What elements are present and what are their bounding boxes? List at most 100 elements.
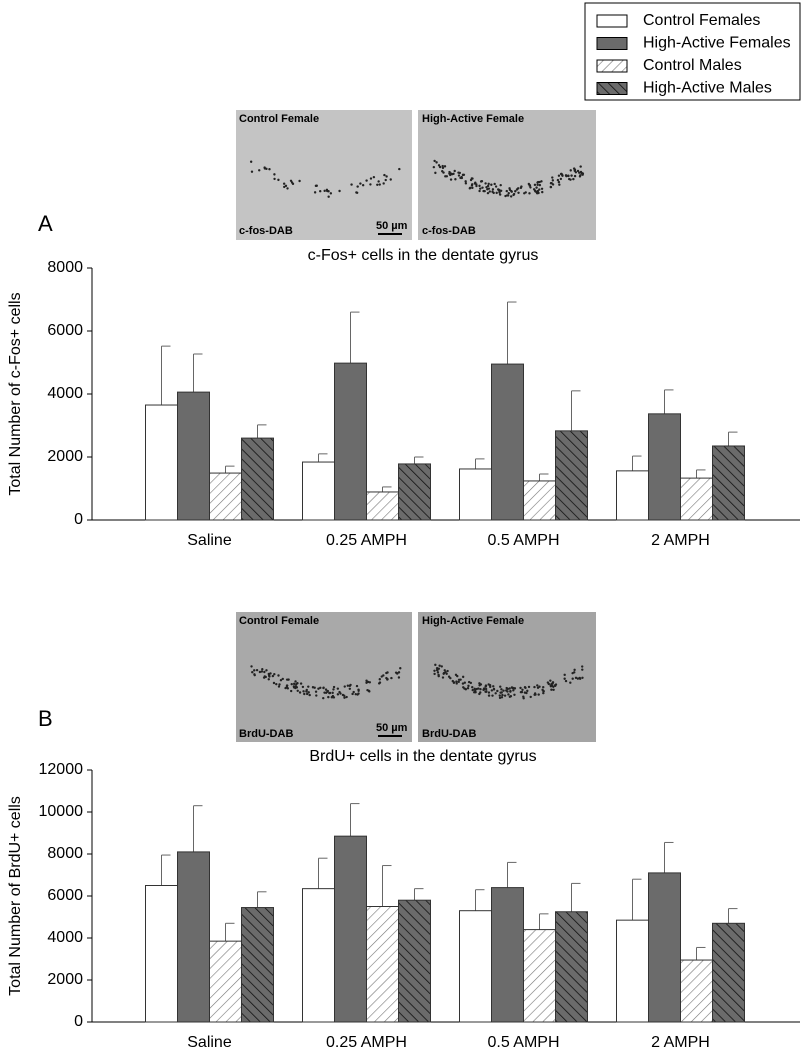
cell-dot (441, 166, 445, 170)
cell-dot (471, 688, 474, 692)
cell-dot (491, 188, 495, 191)
cell-dot (498, 193, 502, 196)
cell-dot (326, 690, 329, 693)
cell-dot (458, 171, 462, 175)
cell-dot (258, 169, 261, 172)
cell-dot (579, 165, 582, 168)
cell-dot (550, 688, 553, 691)
micrograph-panel: Control Female c-fos-DAB 50 µm High-Acti… (236, 110, 596, 240)
cell-dot (303, 692, 306, 696)
cell-dot (255, 668, 259, 672)
cell-dot (272, 681, 276, 685)
cell-dot (541, 190, 544, 194)
cell-dot (496, 689, 499, 693)
cell-dot (467, 684, 470, 688)
cell-dot (579, 174, 582, 177)
cell-dot (464, 182, 468, 185)
cell-dot (570, 174, 573, 177)
cell-dot (327, 195, 330, 198)
cell-dot (449, 178, 453, 181)
cell-dot (268, 167, 271, 171)
cell-dot (492, 191, 495, 195)
scale-label: 50 µm (376, 220, 408, 232)
cell-dot (507, 192, 510, 195)
bar (302, 461, 335, 521)
cell-dot (568, 177, 571, 181)
cell-dot (498, 694, 501, 697)
cell-dot (551, 176, 554, 179)
chart-title: c-Fos+ cells in the dentate gyrus (308, 247, 539, 264)
bar (555, 911, 588, 1023)
cell-dot (295, 683, 298, 686)
cell-dot (452, 681, 456, 684)
cell-dot (390, 676, 393, 680)
cell-dot (301, 685, 305, 689)
cell-dot (484, 685, 487, 688)
cell-dot (286, 687, 290, 690)
cell-dot (273, 672, 276, 676)
cell-dot (471, 186, 474, 190)
cell-dot (462, 173, 466, 176)
cell-dot (346, 684, 350, 687)
bar (523, 480, 556, 521)
cell-dot (572, 177, 575, 181)
x-tick-label: Saline (187, 532, 232, 549)
bar (177, 391, 210, 521)
cell-dot (441, 170, 444, 173)
cell-dot (285, 684, 289, 687)
cell-dot (440, 665, 443, 668)
cell-dot (265, 669, 268, 672)
cell-dot (313, 191, 317, 194)
cell-dot (534, 190, 537, 193)
cell-dot (444, 670, 447, 674)
cell-dot (279, 678, 283, 682)
cell-dot (499, 183, 502, 187)
cell-dot (432, 165, 436, 169)
x-tick-label: Saline (187, 1034, 232, 1050)
cell-dot (459, 678, 462, 681)
cell-dot (508, 695, 512, 698)
cell-dot (478, 189, 481, 193)
cell-dot (454, 673, 458, 677)
bar (648, 413, 681, 521)
cell-dot (283, 185, 286, 189)
cell-dot (345, 695, 348, 699)
cell-dot (468, 187, 471, 190)
cell-dot (526, 689, 529, 693)
cell-dot (578, 677, 582, 680)
cell-dot (253, 669, 256, 672)
cell-dot (386, 678, 389, 681)
cell-dot (512, 192, 516, 196)
cell-dot (322, 696, 325, 700)
cell-dot (281, 677, 284, 681)
cell-dot (533, 685, 536, 689)
bar (366, 906, 399, 1023)
bar (302, 888, 335, 1023)
cell-dot (492, 687, 496, 691)
cell-dot (500, 696, 504, 699)
cell-dot (538, 188, 541, 191)
cell-dot (469, 178, 473, 182)
cell-dot (464, 180, 467, 183)
cell-dot (384, 178, 387, 182)
cell-dot (290, 682, 293, 686)
cell-dot (571, 671, 574, 675)
bar (398, 463, 431, 521)
cell-dot (483, 189, 486, 193)
cell-dot (486, 191, 490, 195)
cell-dot (307, 685, 310, 688)
cell-dot (481, 186, 484, 189)
cell-dot (475, 184, 478, 188)
cell-dot (314, 690, 318, 693)
cell-dot (569, 681, 572, 684)
cell-dot (571, 677, 574, 680)
cell-dot (484, 182, 487, 185)
bar (616, 919, 649, 1023)
cell-dot (305, 690, 308, 693)
cell-dot (453, 169, 456, 173)
bar (145, 885, 178, 1023)
cell-dot (581, 668, 584, 671)
cell-dot (435, 161, 438, 164)
cell-dot (475, 687, 478, 691)
bar (616, 470, 649, 521)
